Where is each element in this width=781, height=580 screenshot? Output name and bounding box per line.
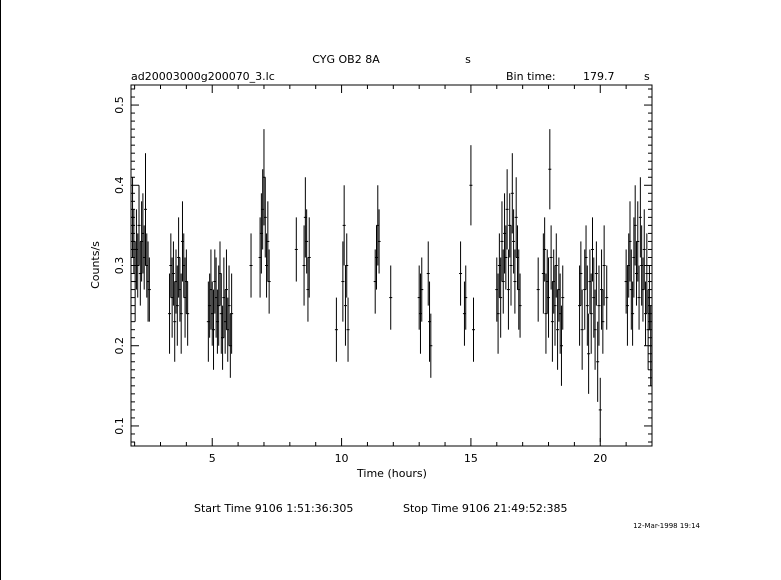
y-axis-label: Counts/s — [89, 241, 102, 289]
plot-frame — [130, 84, 653, 447]
x-tick-label: 5 — [209, 452, 216, 465]
x-tick-label: 20 — [593, 452, 607, 465]
left-border-line — [0, 0, 1, 580]
axis-ticks: 5 10 15 20 0.1 0.2 0.3 0.4 0.5 — [113, 85, 653, 465]
stop-time: Stop Time 9106 21:49:52:385 — [403, 502, 568, 515]
data-points — [131, 129, 653, 442]
timestamp: 12-Mar-1998 19:14 — [633, 522, 700, 530]
y-tick-label: 0.4 — [113, 177, 126, 195]
bin-time-label: Bin time: — [506, 70, 556, 83]
y-tick-label: 0.2 — [113, 337, 126, 355]
bin-time-unit: s — [644, 70, 650, 83]
x-tick-label: 10 — [335, 452, 349, 465]
bin-time-value: 179.7 — [583, 70, 615, 83]
y-tick-label: 0.1 — [113, 417, 126, 435]
start-time: Start Time 9106 1:51:36:305 — [194, 502, 353, 515]
y-tick-label: 0.5 — [113, 96, 126, 114]
object-name: CYG OB2 8A — [312, 53, 380, 66]
y-tick-label: 0.3 — [113, 257, 126, 275]
x-tick-label: 15 — [464, 452, 478, 465]
object-suffix: s — [465, 53, 471, 66]
x-axis-label: Time (hours) — [356, 467, 427, 480]
file-name: ad20003000g200070_3.lc — [131, 70, 275, 83]
